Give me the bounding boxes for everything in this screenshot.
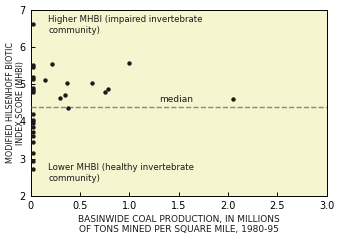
Point — [30, 118, 35, 121]
Point — [230, 97, 236, 101]
Point — [30, 130, 35, 134]
Point — [30, 77, 35, 80]
Point — [102, 90, 107, 94]
Point — [30, 22, 35, 26]
Y-axis label: MODIFIED HILSENHOFF BIOTIC
INDEX SCORE (MHBI): MODIFIED HILSENHOFF BIOTIC INDEX SCORE (… — [5, 42, 25, 163]
Point — [42, 78, 48, 82]
Point — [30, 66, 35, 69]
Point — [30, 167, 35, 171]
X-axis label: BASINWIDE COAL PRODUCTION, IN MILLIONS
OF TONS MINED PER SQUARE MILE, 1980-95: BASINWIDE COAL PRODUCTION, IN MILLIONS O… — [78, 215, 279, 234]
Point — [30, 112, 35, 116]
Point — [30, 75, 35, 79]
Point — [64, 81, 70, 85]
Point — [30, 64, 35, 67]
Point — [30, 140, 35, 144]
Text: Higher MHBI (impaired invertebrate
community): Higher MHBI (impaired invertebrate commu… — [48, 15, 203, 35]
Point — [62, 93, 68, 96]
Text: median: median — [159, 95, 193, 104]
Point — [126, 61, 132, 65]
Point — [105, 87, 110, 90]
Point — [89, 81, 95, 85]
Point — [65, 107, 71, 110]
Point — [30, 121, 35, 125]
Point — [30, 86, 35, 90]
Point — [30, 125, 35, 129]
Point — [50, 62, 55, 66]
Point — [57, 96, 63, 100]
Point — [30, 88, 35, 92]
Text: Lower MHBI (healthy invertebrate
community): Lower MHBI (healthy invertebrate communi… — [48, 163, 194, 183]
Point — [30, 159, 35, 162]
Point — [30, 90, 35, 94]
Point — [30, 151, 35, 155]
Point — [30, 134, 35, 138]
